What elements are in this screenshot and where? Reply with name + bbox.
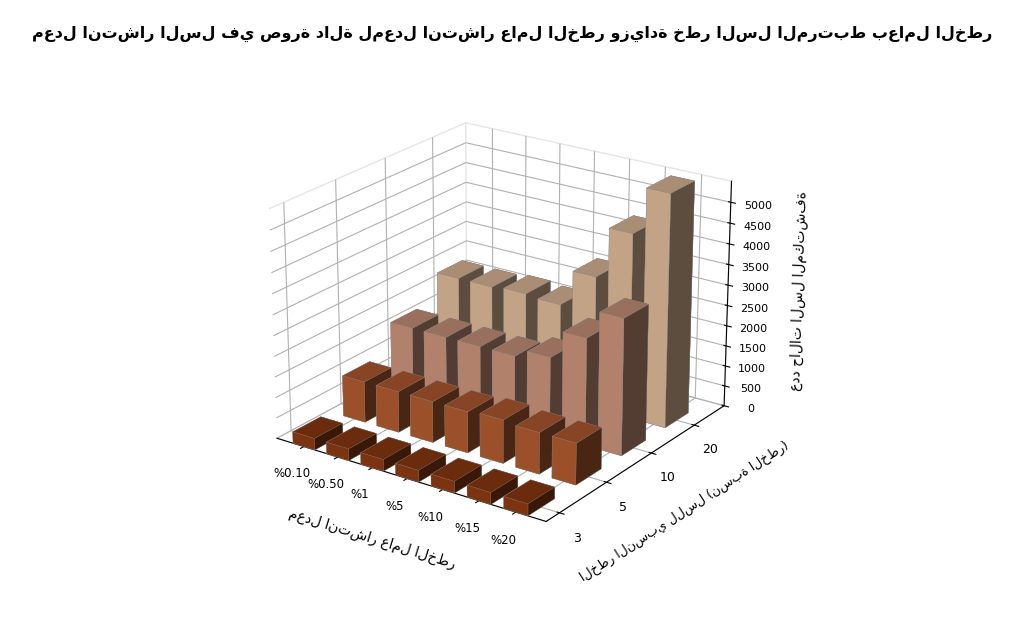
Y-axis label: الخطر النسبي للسل (نسبة الخطر): الخطر النسبي للسل (نسبة الخطر): [578, 439, 791, 584]
Text: معدل انتشار السل في صورة دالة لمعدل انتشار عامل الخطر وزيادة خطر السل المرتبط بع: معدل انتشار السل في صورة دالة لمعدل انتش…: [32, 25, 992, 42]
X-axis label: معدل انتشار عامل الخطر: معدل انتشار عامل الخطر: [287, 507, 458, 572]
